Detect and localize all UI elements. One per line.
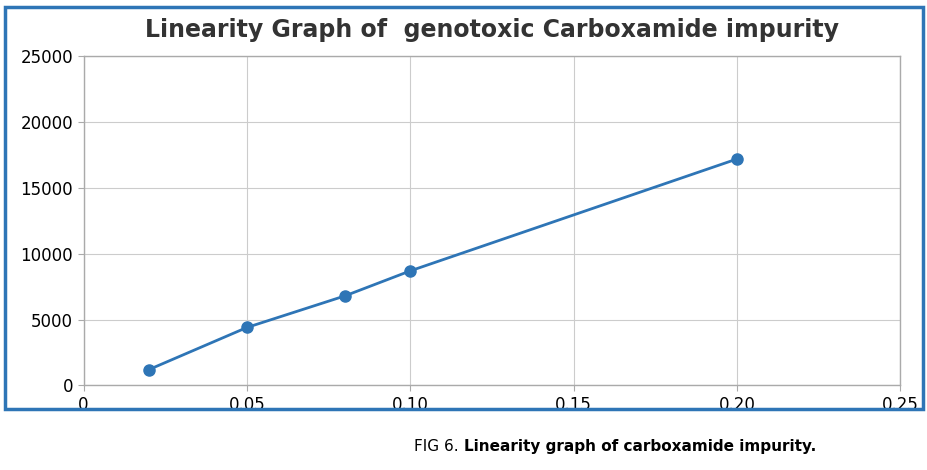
Text: Linearity graph of carboxamide impurity.: Linearity graph of carboxamide impurity.	[464, 439, 816, 454]
Text: FIG 6.: FIG 6.	[414, 439, 464, 454]
Title: Linearity Graph of  genotoxic Carboxamide impurity: Linearity Graph of genotoxic Carboxamide…	[145, 18, 838, 42]
